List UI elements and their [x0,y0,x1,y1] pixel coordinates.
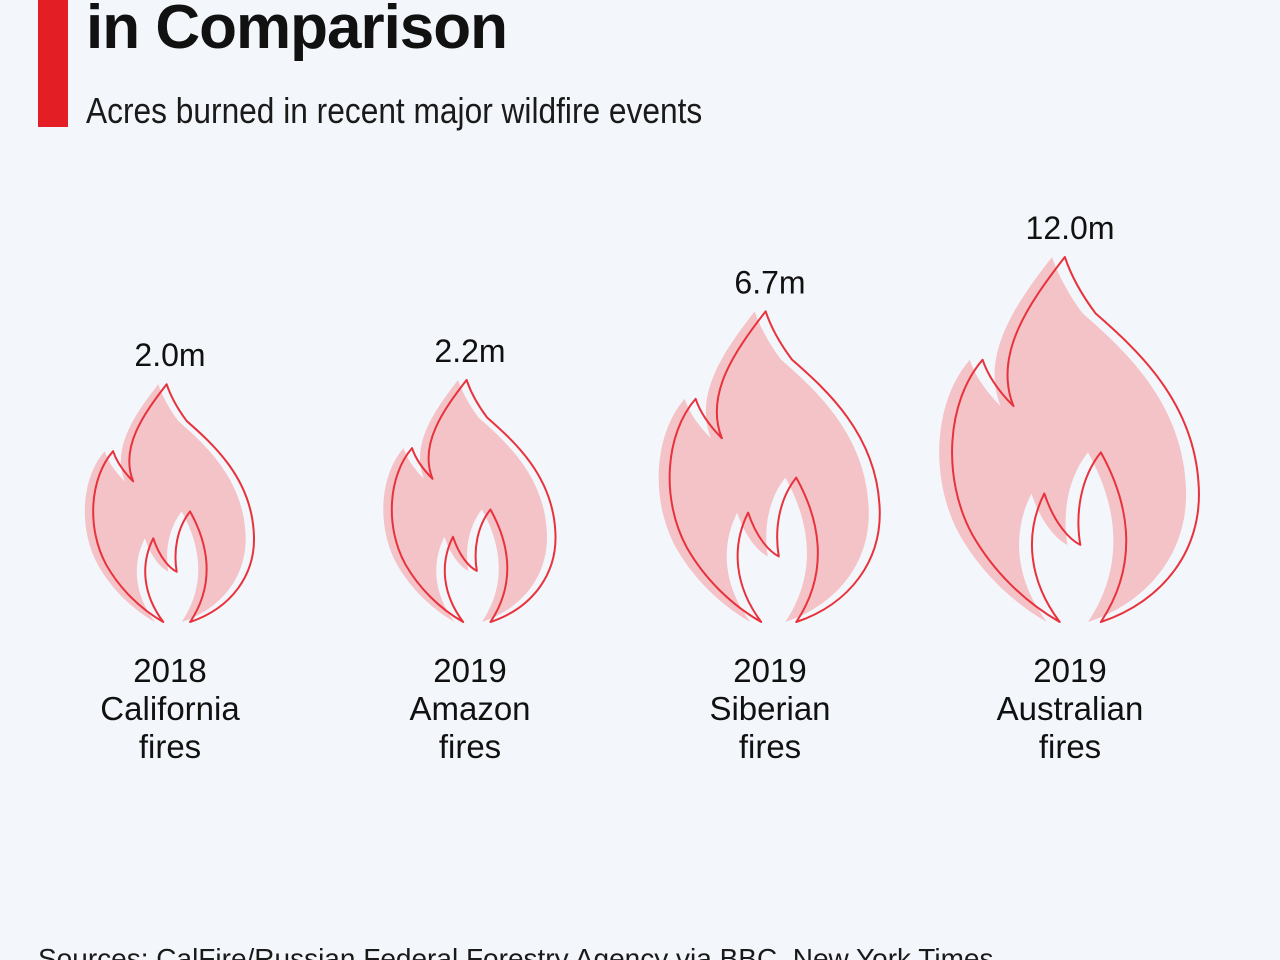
chart-subtitle: Acres burned in recent major wildfire ev… [86,90,703,131]
flame-icon [84,384,246,622]
flame-icon [658,311,869,622]
category-label: California [100,690,240,727]
value-label: 6.7m [734,264,805,300]
flame-mark [658,310,881,624]
flame-mark [383,378,557,623]
flame-icon [383,379,547,622]
flame-mark [939,255,1201,624]
chart-title: in Comparison [86,0,508,62]
source-note: Sources: CalFire/Russian Federal Forestr… [38,943,994,960]
title-accent-bar [38,0,68,127]
category-label: fires [739,728,801,765]
value-label: 2.2m [434,333,505,369]
category-label: 2019 [433,652,506,689]
flames-layer: 2.0m2018Californiafires2.2m2019Amazonfir… [84,210,1201,765]
category-label: Siberian [709,690,830,727]
category-label: Australian [997,690,1144,727]
category-label: fires [1039,728,1101,765]
category-label: 2019 [1033,652,1106,689]
category-label: fires [439,728,501,765]
category-label: fires [139,728,201,765]
flame-mark [84,383,256,623]
value-label: 2.0m [134,337,205,373]
category-label: 2019 [733,652,806,689]
flame-icon [939,257,1187,622]
category-label: 2018 [133,652,206,689]
value-label: 12.0m [1026,210,1115,246]
category-label: Amazon [409,690,530,727]
